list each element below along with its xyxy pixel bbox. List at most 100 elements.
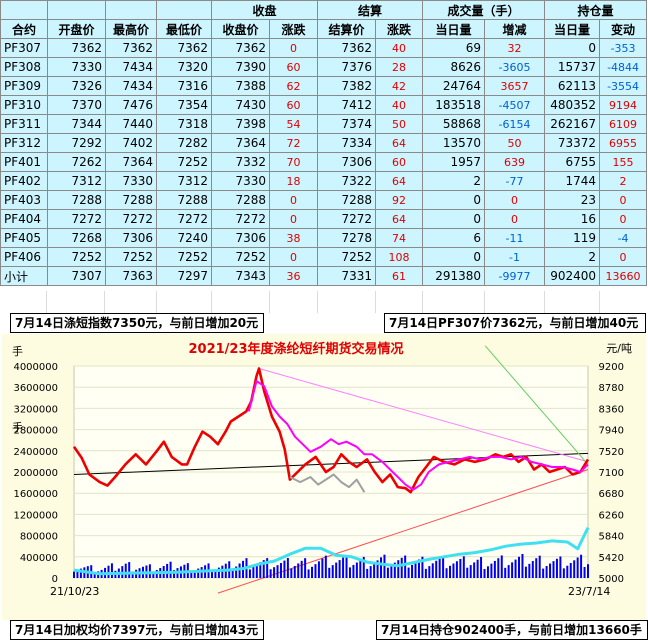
table-cell: 0 xyxy=(422,247,486,267)
trend-line xyxy=(484,345,589,465)
group-header-row: 收盘 结算 成交量（手） 持仓量 xyxy=(0,0,648,20)
volume-bar xyxy=(587,564,589,578)
left-tick-label: 2800000 xyxy=(13,426,58,437)
table-cell: 42 xyxy=(375,76,424,96)
volume-bar xyxy=(324,555,327,578)
volume-bar xyxy=(524,566,527,578)
table-cell: -11 xyxy=(484,228,546,248)
table-cell: 54 xyxy=(268,114,319,134)
table-cell: 0 xyxy=(268,190,319,210)
right-tick-label: 5840 xyxy=(599,532,624,543)
volume-bar xyxy=(152,571,155,578)
table-cell: 7332 xyxy=(211,152,270,172)
column-header: 收盘价 xyxy=(211,19,270,39)
column-header: 合约 xyxy=(0,19,48,39)
volume-bar xyxy=(321,558,324,578)
volume-bar xyxy=(276,565,279,578)
table-cell: 7388 xyxy=(211,76,270,96)
volume-bar xyxy=(476,559,479,578)
volume-bar xyxy=(293,566,296,578)
table-cell: 40 xyxy=(375,38,424,58)
volume-bar xyxy=(514,559,517,578)
left-axis-label-repeat: 手 xyxy=(12,420,23,434)
table-cell: 7343 xyxy=(211,266,270,286)
volume-bar xyxy=(338,560,341,578)
volume-bar xyxy=(266,558,269,578)
table-cell: 60 xyxy=(268,95,319,115)
volume-bar xyxy=(169,561,172,578)
left-tick-label: 2000000 xyxy=(13,468,58,479)
table-cell: 7390 xyxy=(211,57,270,77)
table-cell: 7288 xyxy=(317,190,377,210)
table-cell: 119 xyxy=(544,228,601,248)
volume-bar xyxy=(369,566,372,578)
right-tick-label: 7520 xyxy=(599,447,624,458)
table-cell: 73372 xyxy=(544,133,601,153)
volume-bar xyxy=(483,568,486,578)
table-row: PF403 7288 7288 7288 7288 0 7288 92 0 0 23 0 xyxy=(0,190,648,210)
note-weighted-average-price: 7月14日加权均价7397元，与前日增加43元 xyxy=(10,620,264,640)
volume-bar xyxy=(459,558,462,578)
volume-bar xyxy=(428,566,431,578)
table-cell: -4844 xyxy=(599,57,648,77)
volume-bar xyxy=(107,565,110,578)
table-cell: 16 xyxy=(544,209,601,229)
volume-bar xyxy=(352,564,355,578)
table-cell: 7330 xyxy=(211,171,270,191)
volume-bar xyxy=(359,559,362,578)
volume-bar xyxy=(442,555,445,578)
table-row: PF402 7312 7330 7312 7330 18 7322 64 2 -77 1744 2 xyxy=(0,171,648,191)
volume-bar xyxy=(576,557,579,578)
table-row: PF404 7272 7272 7272 7272 0 7272 64 0 0 16 0 xyxy=(0,209,648,229)
table-cell: 7402 xyxy=(105,133,157,153)
column-header: 当日量 xyxy=(544,19,601,39)
table-cell: 8626 xyxy=(422,57,486,77)
column-header: 涨跌 xyxy=(375,19,424,39)
column-header: 变动 xyxy=(599,19,648,39)
table-cell: 7412 xyxy=(317,95,377,115)
table-row: PF307 7362 7362 7362 7362 0 7362 40 69 32 0 -353 xyxy=(0,38,648,58)
volume-bar xyxy=(404,555,407,578)
volume-bar xyxy=(380,557,383,578)
table-cell: 7272 xyxy=(317,209,377,229)
table-cell: 7370 xyxy=(47,95,106,115)
table-cell: 7362 xyxy=(317,38,377,58)
table-cell: 7330 xyxy=(47,57,106,77)
table-cell: 7307 xyxy=(47,266,106,286)
volume-bar xyxy=(583,566,586,578)
right-tick-label: 8780 xyxy=(599,383,624,394)
volume-bar xyxy=(128,562,131,578)
table-cell: 36 xyxy=(268,266,319,286)
table-cell: 7272 xyxy=(156,209,212,229)
volume-bar xyxy=(504,567,507,578)
table-cell: PF312 xyxy=(0,133,48,153)
table-cell: 40 xyxy=(375,95,424,115)
table-cell: 7282 xyxy=(156,133,212,153)
volume-bar xyxy=(197,568,200,578)
table-cell: 0 xyxy=(484,190,546,210)
volume-bar xyxy=(431,563,434,578)
volume-bar xyxy=(493,560,496,578)
volume-bar xyxy=(511,562,514,578)
volume-bar xyxy=(521,553,524,578)
volume-bar xyxy=(486,566,489,578)
table-cell: 38 xyxy=(268,228,319,248)
volume-bar xyxy=(304,558,307,578)
table-cell: 7374 xyxy=(317,114,377,134)
volume-bar xyxy=(190,571,193,578)
table-cell: 62113 xyxy=(544,76,601,96)
table-cell: 0 xyxy=(599,209,648,229)
table-cell: -3554 xyxy=(599,76,648,96)
left-tick-label: 1600000 xyxy=(13,489,58,500)
volume-bar xyxy=(480,557,483,578)
volume-bar xyxy=(411,564,414,578)
note-front-contract-price: 7月14日PF307价7362元，与前日增加40元 xyxy=(384,313,646,333)
series-lines xyxy=(72,367,590,576)
table-cell: 291380 xyxy=(422,266,486,286)
volume-bar xyxy=(445,568,448,578)
table-cell: 7297 xyxy=(156,266,212,286)
table-cell: PF309 xyxy=(0,76,48,96)
volume-bar xyxy=(390,565,393,578)
volume-bar xyxy=(173,570,176,578)
table-row: PF310 7370 7476 7354 7430 60 7412 40 183518 -4507… xyxy=(0,95,648,115)
